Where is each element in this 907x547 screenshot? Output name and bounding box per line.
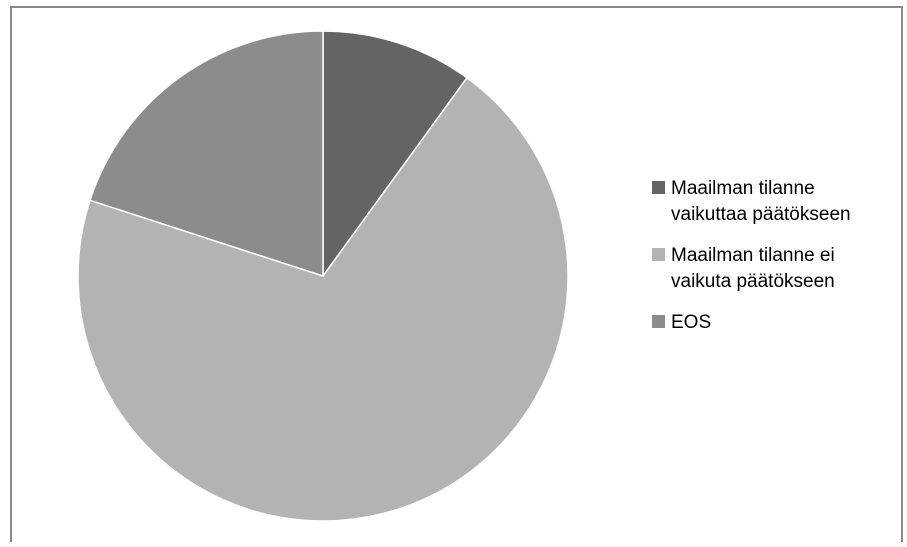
- legend-item-ei-vaikuta: Maailman tilanne ei vaikuta päätökseen: [652, 243, 902, 295]
- pie-slices: [77, 30, 569, 522]
- legend-item-eos: EOS: [652, 310, 902, 336]
- legend-label-ei-vaikuta-line2: vaikuta päätökseen: [671, 271, 835, 292]
- legend-label-eos: EOS: [671, 310, 711, 336]
- legend-label-ei-vaikuta: Maailman tilanne ei vaikuta päätökseen: [671, 243, 835, 295]
- pie-slice-0: [322, 30, 469, 279]
- pie-slice-1: [77, 76, 569, 522]
- legend-item-vaikuttaa: Maailman tilanne vaikuttaa päätökseen: [652, 176, 902, 228]
- legend-label-eos-line1: EOS: [671, 312, 712, 333]
- legend-label-vaikuttaa: Maailman tilanne vaikuttaa päätökseen: [671, 176, 851, 228]
- legend-label-vaikuttaa-line1: Maailman tilanne: [671, 178, 815, 199]
- legend-swatch-ei-vaikuta: [652, 248, 665, 261]
- legend-swatch-vaikuttaa: [652, 181, 665, 194]
- legend: Maailman tilanne vaikuttaa päätökseen Ma…: [652, 176, 902, 351]
- legend-label-ei-vaikuta-line1: Maailman tilanne ei: [671, 245, 835, 266]
- legend-label-vaikuttaa-line2: vaikuttaa päätökseen: [671, 204, 851, 225]
- legend-swatch-eos: [652, 315, 665, 328]
- pie-slice-2: [89, 30, 324, 278]
